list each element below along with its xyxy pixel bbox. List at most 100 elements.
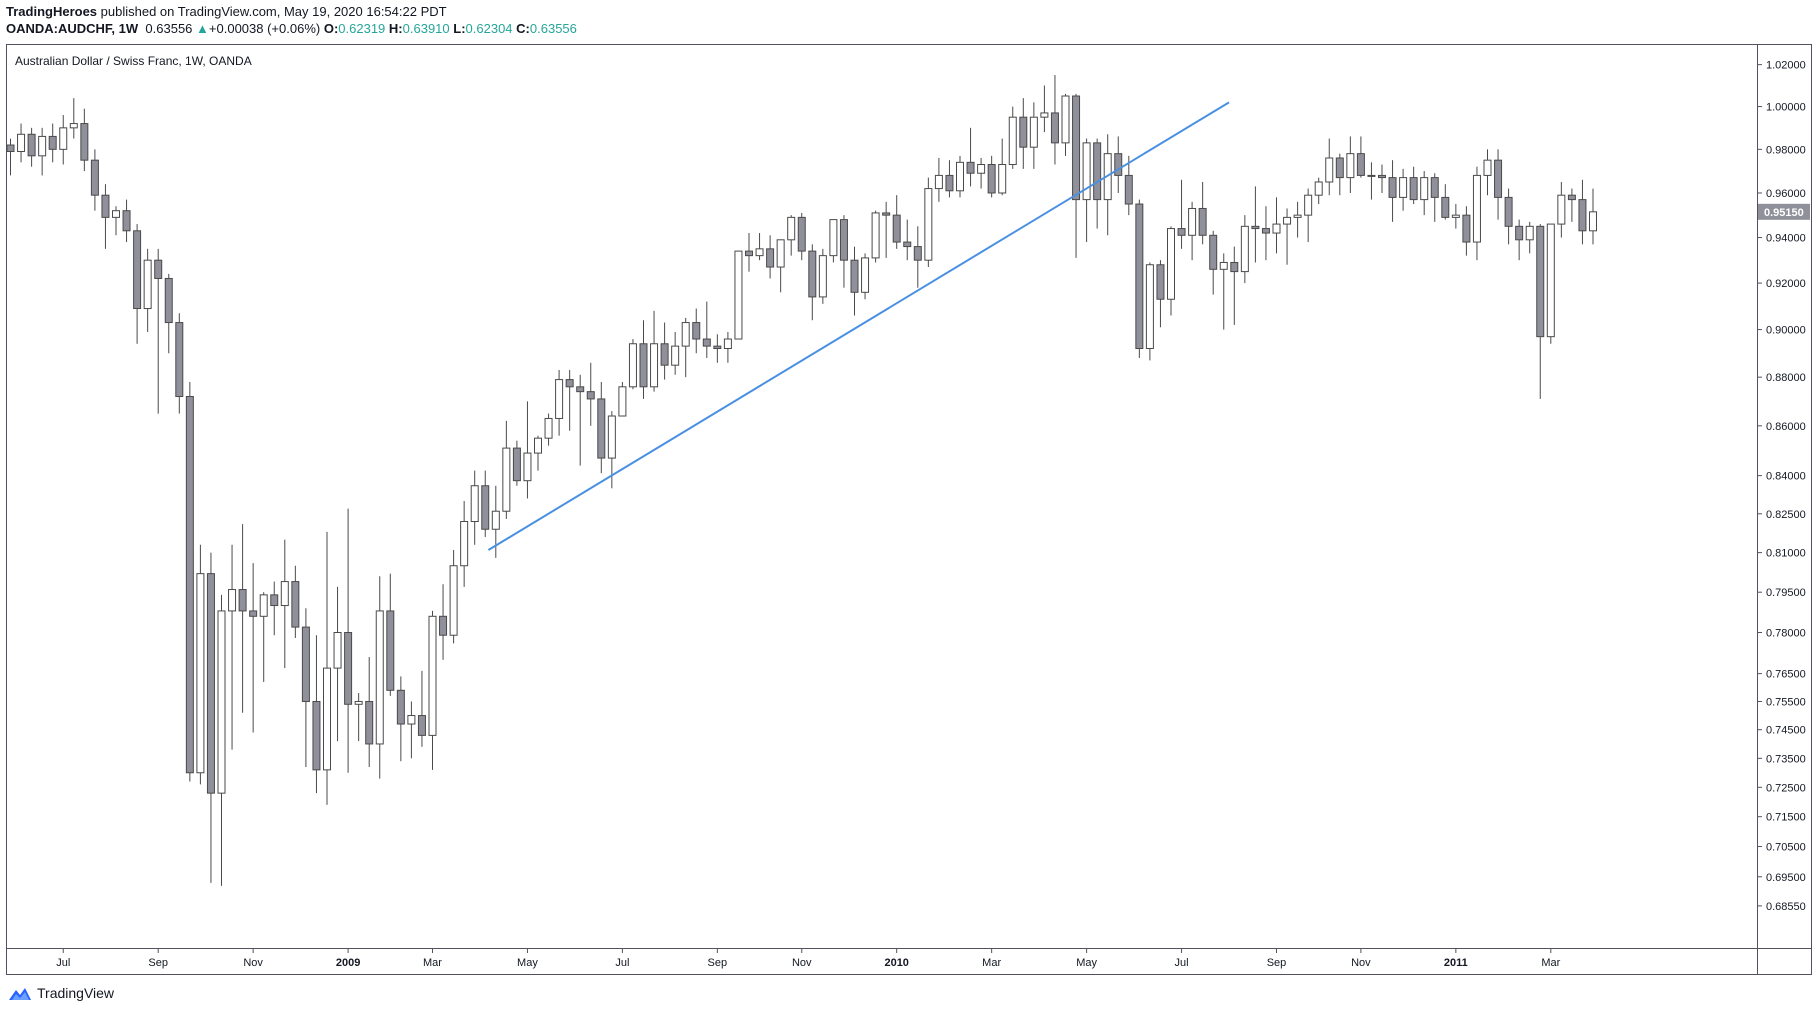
candle-body xyxy=(882,212,891,216)
time-tick-label: Nov xyxy=(243,957,263,969)
candle xyxy=(428,610,437,770)
time-tick-label: May xyxy=(1076,957,1097,969)
price-axis[interactable]: 1.02000 1.00000 0.98000 0.96000 0.94000 0.920… xyxy=(1757,60,1806,913)
candle-body xyxy=(280,581,289,607)
candle-body xyxy=(1462,214,1471,243)
low-value: 0.62304 xyxy=(465,21,513,36)
candle-body xyxy=(745,250,753,257)
candle xyxy=(639,320,648,399)
candle xyxy=(734,250,743,340)
candle-body xyxy=(1356,153,1365,176)
candle xyxy=(502,420,511,519)
candle-body xyxy=(164,277,173,324)
candle-body xyxy=(534,437,542,454)
candle-body xyxy=(133,230,142,310)
candle-body xyxy=(1135,203,1144,350)
candle-body xyxy=(839,219,848,261)
candle-body xyxy=(69,123,78,129)
price-tick-label: 0.90000 xyxy=(1766,325,1806,337)
price-tick-label: 0.71500 xyxy=(1766,812,1806,824)
candle xyxy=(956,155,964,198)
candle xyxy=(417,670,426,747)
trendline[interactable] xyxy=(487,101,1230,551)
candle xyxy=(1145,262,1154,361)
plot-area[interactable] xyxy=(6,44,1758,949)
candle xyxy=(1019,98,1028,169)
candle-body xyxy=(692,322,701,340)
time-axis[interactable]: Jul Sep Nov 2009 Mar May Jul Sep Nov 2010 Mar May Ju… xyxy=(56,948,1561,969)
candle xyxy=(1494,149,1503,220)
candle xyxy=(1135,199,1144,359)
candle-body xyxy=(428,615,437,736)
candle-body xyxy=(1230,261,1239,273)
candle xyxy=(101,184,110,249)
chart-title: Australian Dollar / Swiss Franc, 1W, OAN… xyxy=(15,54,252,68)
price-tick-label: 0.73500 xyxy=(1766,753,1806,765)
candle-body xyxy=(439,615,448,636)
tradingview-logo-icon xyxy=(9,988,31,1000)
candle-body xyxy=(196,573,205,774)
candle-body xyxy=(1261,228,1270,234)
candle-body xyxy=(1515,225,1524,241)
candle-body xyxy=(808,250,817,298)
candle-body xyxy=(1283,216,1292,225)
candle xyxy=(1082,138,1091,243)
candle-body xyxy=(945,174,954,192)
candle-body xyxy=(6,144,15,152)
candle xyxy=(228,544,237,750)
candle xyxy=(249,563,258,733)
candle xyxy=(650,310,659,392)
candle xyxy=(1251,186,1260,263)
candle xyxy=(6,138,15,176)
candle-body xyxy=(987,164,996,194)
candle-body xyxy=(17,133,26,152)
candle-body xyxy=(217,610,226,794)
candle xyxy=(1483,149,1492,196)
candle xyxy=(1167,226,1175,316)
candle-body xyxy=(787,216,796,241)
candle xyxy=(1472,166,1481,261)
time-tick-label: Sep xyxy=(1267,957,1287,969)
candle-body xyxy=(1536,225,1545,338)
candle-body xyxy=(850,259,859,293)
candle-body xyxy=(1472,174,1481,243)
candle xyxy=(1008,106,1017,169)
candle xyxy=(38,127,47,176)
time-tick-label: Nov xyxy=(1351,957,1371,969)
candle xyxy=(154,248,163,414)
candle xyxy=(270,581,279,636)
last-price-tag: 0.95150 xyxy=(1758,203,1810,220)
time-tick-label: Jul xyxy=(56,957,70,969)
candle-body xyxy=(1008,116,1017,166)
candle xyxy=(217,594,226,886)
candle-body xyxy=(1219,261,1228,270)
candle xyxy=(301,608,310,767)
candle xyxy=(164,273,173,354)
candle-body xyxy=(417,715,426,736)
candle xyxy=(745,233,753,272)
candle-body xyxy=(1251,225,1260,230)
low-label: L: xyxy=(453,21,466,36)
candle xyxy=(344,508,353,773)
candle xyxy=(1451,204,1460,229)
candle xyxy=(1198,181,1207,245)
candle xyxy=(1578,179,1587,245)
publisher-name: TradingHeroes xyxy=(6,4,98,19)
candle xyxy=(1050,75,1059,165)
candle xyxy=(534,435,542,471)
candle-body xyxy=(512,447,521,482)
price-tick-label: 0.92000 xyxy=(1766,278,1806,290)
candle xyxy=(238,524,247,713)
candle xyxy=(206,552,215,883)
candle xyxy=(755,233,764,261)
candle xyxy=(998,138,1007,196)
candle xyxy=(1462,206,1471,256)
price-tick-label: 0.88000 xyxy=(1766,372,1806,384)
price-tick-label: 0.74500 xyxy=(1766,725,1806,737)
candle xyxy=(987,155,996,198)
candle xyxy=(449,550,458,644)
candle-body xyxy=(1293,214,1302,218)
candle-body xyxy=(555,379,564,419)
candle-body xyxy=(723,338,732,350)
